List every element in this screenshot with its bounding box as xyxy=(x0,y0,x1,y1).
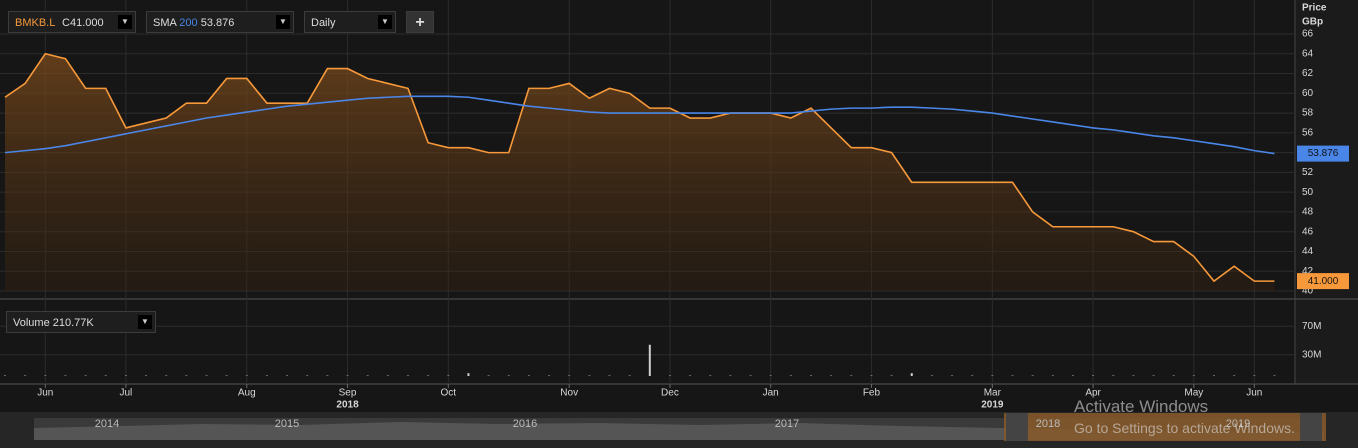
symbol-selector[interactable]: BMKB.L C41.000 ▼ xyxy=(8,11,136,33)
y-tick-label: 42 xyxy=(1302,266,1314,277)
x-tick-label: Nov xyxy=(560,388,578,399)
watermark-title: Activate Windows xyxy=(1074,397,1209,416)
series-line xyxy=(4,95,1275,155)
navigator-handle[interactable] xyxy=(1300,413,1322,441)
sma-value: 53.876 xyxy=(200,17,235,29)
y-tick-label: 30M xyxy=(1302,349,1321,360)
volume-selector[interactable]: Volume 210.77K ▼ xyxy=(6,311,156,333)
navigator-silhouette xyxy=(34,422,1324,440)
volume-bar xyxy=(648,344,651,376)
y-tick-label: 58 xyxy=(1302,108,1314,119)
dropdown-arrow[interactable]: ▼ xyxy=(276,15,290,29)
navigator-year: 2015 xyxy=(275,418,299,430)
navigator-year: 2019 xyxy=(1226,418,1250,430)
y-axis-unit: GBp xyxy=(1302,17,1323,28)
y-tick-label: 66 xyxy=(1302,29,1314,40)
axis-panel xyxy=(1295,0,1358,384)
y-tick-label: 46 xyxy=(1302,226,1314,237)
x-tick-label: Dec xyxy=(661,388,679,399)
volume-bar xyxy=(910,373,913,376)
x-tick-label: Oct xyxy=(441,388,457,399)
navigator-window[interactable] xyxy=(1004,413,1326,441)
x-tick-label: Sep xyxy=(339,388,357,399)
dropdown-arrow[interactable]: ▼ xyxy=(138,315,152,329)
sma-period: 200 xyxy=(179,17,198,29)
y-tick-label: 56 xyxy=(1302,127,1314,138)
y-tick-label: 64 xyxy=(1302,48,1314,59)
dropdown-arrow[interactable]: ▼ xyxy=(378,15,392,29)
x-tick-label: Jun xyxy=(37,388,53,399)
x-tick-label: May xyxy=(1184,388,1203,399)
dropdown-arrow[interactable]: ▼ xyxy=(118,15,132,29)
y-tick-label: 48 xyxy=(1302,207,1314,218)
last-value-tag xyxy=(1297,273,1349,290)
volume-bar xyxy=(467,373,470,376)
interval-selector[interactable]: Daily ▼ xyxy=(304,11,396,33)
y-tick-label: 70M xyxy=(1302,321,1321,332)
x-tick-label: Jul xyxy=(120,388,133,399)
interval: Daily xyxy=(311,17,336,29)
navigator-year: 2017 xyxy=(775,418,799,430)
last-value-label: 53.876 xyxy=(1308,148,1339,159)
x-tick-label: Jun xyxy=(1246,388,1262,399)
symbol: BMKB.L xyxy=(15,17,55,29)
watermark-subtitle: Go to Settings to activate Windows. xyxy=(1074,420,1295,436)
navigator-year: 2016 xyxy=(513,418,537,430)
volume-title: Volume xyxy=(13,317,50,329)
y-tick-label: 50 xyxy=(1302,187,1314,198)
x-year-label: 2019 xyxy=(981,400,1004,411)
close-value: 41.000 xyxy=(69,17,104,29)
x-tick-label: Jan xyxy=(763,388,779,399)
y-tick-label: 60 xyxy=(1302,88,1314,99)
x-tick-label: Feb xyxy=(863,388,881,399)
y-tick-label: 40 xyxy=(1302,286,1314,297)
area-fill xyxy=(5,53,1275,292)
series-line xyxy=(4,52,1275,283)
navigator-year: 2014 xyxy=(95,418,119,430)
volume-value: 210.77K xyxy=(52,317,94,329)
y-tick-label: 62 xyxy=(1302,68,1314,79)
x-tick-label: Apr xyxy=(1085,388,1101,399)
add-button[interactable]: + xyxy=(406,11,434,33)
y-tick-label: 52 xyxy=(1302,167,1314,178)
last-value-label: 41.000 xyxy=(1308,276,1339,287)
sma-label: SMA xyxy=(153,17,177,29)
x-year-label: 2018 xyxy=(336,400,359,411)
y-axis-title: Price xyxy=(1302,3,1327,14)
last-value-tag xyxy=(1297,145,1349,162)
navigator-year: 2018 xyxy=(1036,418,1060,430)
navigator-handle[interactable] xyxy=(1006,413,1028,441)
y-tick-label: 44 xyxy=(1302,246,1314,257)
sma-selector[interactable]: SMA 200 53.876 ▼ xyxy=(146,11,294,33)
x-tick-label: Aug xyxy=(238,388,256,399)
close-label: C xyxy=(62,17,70,29)
x-tick-label: Mar xyxy=(984,388,1002,399)
